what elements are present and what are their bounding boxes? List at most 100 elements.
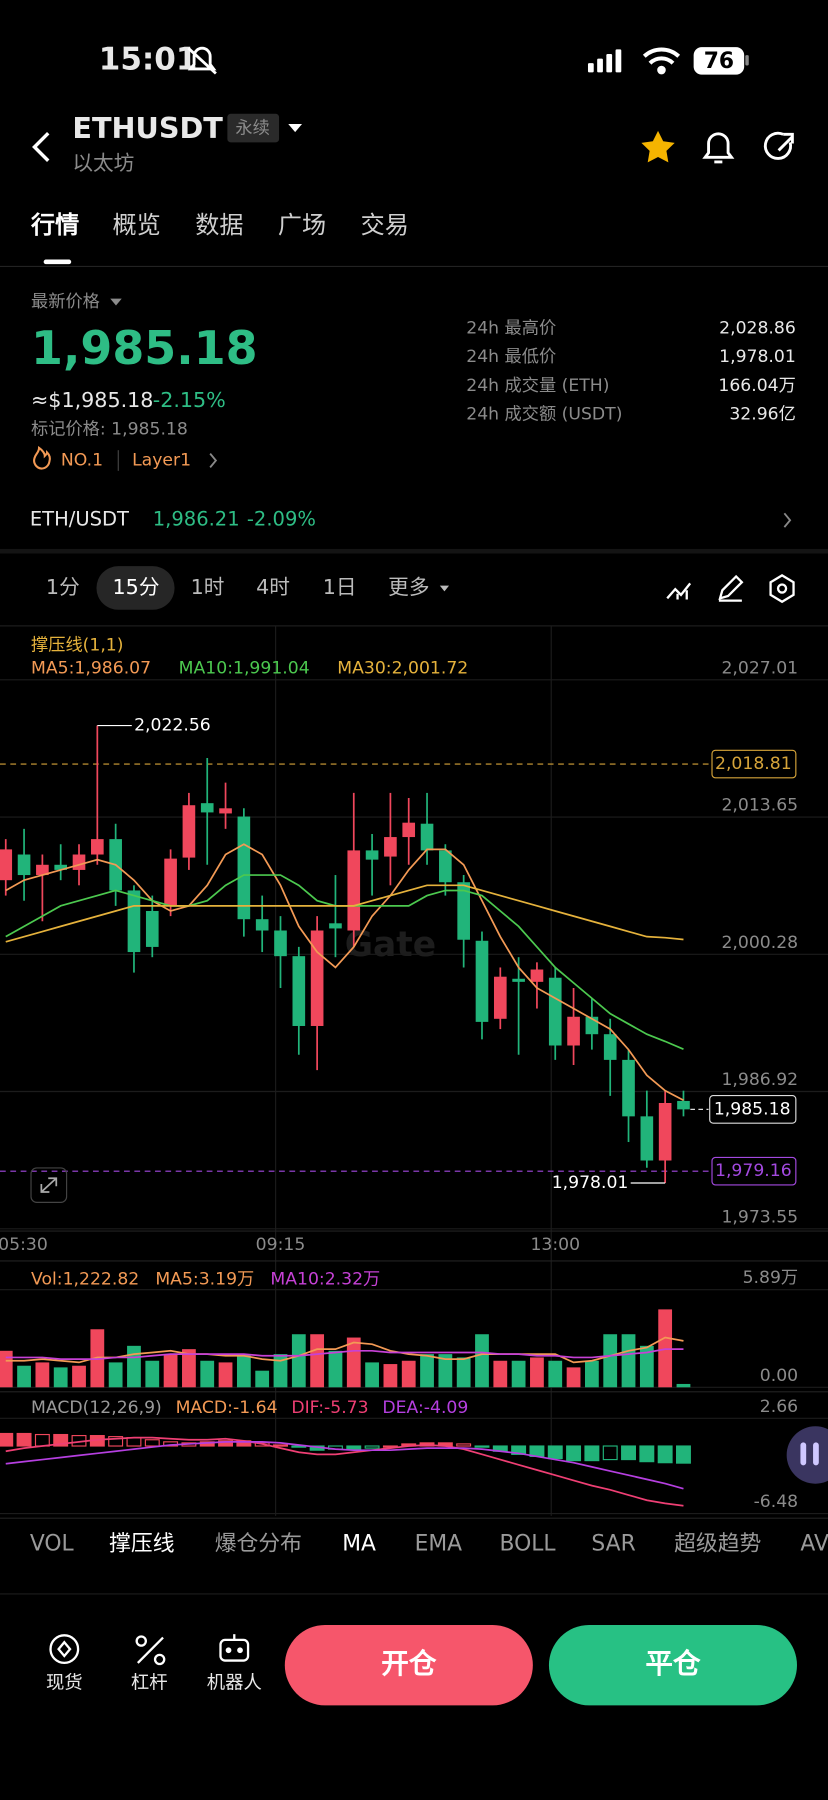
bot-icon[interactable]	[219, 1634, 250, 1662]
volume-bar	[511, 1360, 526, 1388]
candle-body	[237, 816, 251, 920]
macd-bar	[456, 1443, 472, 1447]
indicator-tab[interactable]: 爆仓分布	[215, 1532, 302, 1557]
leverage-button[interactable]: 杠杆	[131, 1673, 168, 1694]
y-tick-label: 2.66	[760, 1397, 798, 1417]
expand-icon	[40, 1177, 58, 1193]
legend-title: Vol:1,222.82	[31, 1269, 139, 1289]
macd-bar	[639, 1445, 655, 1463]
candle-body	[91, 839, 104, 855]
candle-body	[548, 977, 562, 1046]
symbol-dropdown[interactable]	[288, 124, 303, 133]
assistant-bubble[interactable]	[786, 1426, 828, 1484]
interval[interactable]: 1日	[323, 575, 357, 599]
volume-bar	[145, 1360, 160, 1388]
spot-button[interactable]: 现货	[46, 1673, 83, 1694]
ma-line	[5, 843, 684, 1101]
candle-body	[530, 969, 544, 982]
volume-bar	[401, 1360, 416, 1388]
rank-icon	[33, 445, 51, 470]
expand-button[interactable]	[30, 1167, 68, 1203]
back-button[interactable]	[32, 131, 50, 162]
close-label: 平仓	[645, 1648, 701, 1680]
volume-bar	[310, 1334, 325, 1388]
macd-bar	[346, 1445, 362, 1450]
indicator-title: 撑压线(1,1)	[31, 635, 123, 655]
volume-bar	[621, 1334, 636, 1388]
signal-icon	[587, 49, 622, 73]
macd-bar	[16, 1432, 32, 1447]
y-tick-label: 1,973.55	[721, 1207, 798, 1227]
interval[interactable]: 更多	[388, 575, 429, 599]
symbol[interactable]: ETHUSDT	[72, 111, 223, 145]
symbol-subtitle: 以太坊	[72, 151, 134, 175]
macd-bar	[602, 1445, 618, 1461]
indicator-tab[interactable]: EMA	[415, 1532, 463, 1557]
favorite-button[interactable]	[641, 130, 675, 163]
interval-dropdown[interactable]	[439, 585, 450, 592]
price-level-box	[711, 1156, 797, 1186]
volume-bar	[566, 1367, 581, 1388]
legend-entry: MA10:1,991.04	[179, 658, 310, 678]
current-price-label: 1,985.18	[714, 1099, 791, 1119]
x-tick-label: 05:30	[0, 1235, 48, 1255]
tab[interactable]: 概览	[113, 211, 161, 239]
macd-bar	[53, 1433, 69, 1447]
interval[interactable]: 4时	[256, 575, 290, 599]
tab[interactable]: 交易	[361, 211, 409, 239]
indicator-tab[interactable]: 超级趋势	[674, 1532, 761, 1557]
volume-bar	[236, 1354, 251, 1388]
legend-entry: MA10:2.32万	[270, 1269, 380, 1289]
open-button[interactable]	[284, 1624, 533, 1706]
candle-body	[622, 1059, 635, 1117]
tab[interactable]: 广场	[278, 211, 326, 239]
current-price-box	[709, 1095, 797, 1124]
volume-bar	[273, 1354, 288, 1388]
price-label-dropdown[interactable]	[110, 298, 122, 306]
candle-body	[54, 864, 68, 870]
indicator-tab[interactable]: VOL	[30, 1532, 75, 1557]
spot-pair[interactable]: ETH/USDT	[30, 508, 129, 531]
watermark: Gate	[345, 925, 436, 965]
close-button[interactable]	[548, 1624, 797, 1706]
y-tick-label: -6.48	[754, 1492, 799, 1512]
volume-bar	[603, 1334, 618, 1388]
volume-bar	[328, 1350, 343, 1388]
leverage-icon[interactable]	[135, 1635, 166, 1666]
candle-body	[127, 890, 141, 953]
rank: NO.1	[61, 451, 103, 471]
candle-body	[439, 850, 452, 883]
stat-label: 24h 最高价	[466, 318, 556, 338]
indicator-tab[interactable]: BOLL	[500, 1532, 557, 1557]
indicator-tab[interactable]: SAR	[591, 1532, 635, 1557]
interval[interactable]: 1时	[191, 575, 225, 599]
tab[interactable]: 数据	[195, 211, 243, 239]
volume-bar	[182, 1349, 196, 1388]
indicator-tab[interactable]: AV	[800, 1532, 828, 1557]
tab[interactable]: 行情	[30, 211, 79, 239]
candle-body	[219, 808, 232, 814]
share-button[interactable]	[763, 131, 794, 160]
spot-icon[interactable]	[49, 1634, 80, 1665]
indicator-tab[interactable]: 撑压线	[109, 1532, 174, 1557]
indicator-button[interactable]	[666, 582, 692, 600]
settings-button[interactable]	[769, 574, 795, 604]
macd-bar	[566, 1445, 582, 1462]
x-tick-label: 09:15	[256, 1235, 306, 1255]
indicator-tab[interactable]: MA	[342, 1532, 376, 1557]
draw-button[interactable]	[718, 574, 744, 602]
macd-line	[5, 1436, 684, 1507]
candle-body	[365, 850, 379, 860]
bot-button[interactable]: 机器人	[207, 1673, 262, 1694]
alert-button[interactable]	[702, 132, 735, 164]
spot-chevron[interactable]	[783, 512, 792, 528]
price-level-label: 2,018.81	[715, 754, 792, 774]
interval[interactable]: 15分	[113, 575, 160, 599]
stat-label: 24h 最低价	[466, 347, 556, 367]
candle-body	[200, 803, 214, 813]
volume-bar	[163, 1354, 178, 1388]
sector-tag[interactable]: Layer1	[132, 451, 191, 471]
candle-body	[658, 1103, 672, 1161]
interval[interactable]: 1分	[46, 575, 80, 599]
